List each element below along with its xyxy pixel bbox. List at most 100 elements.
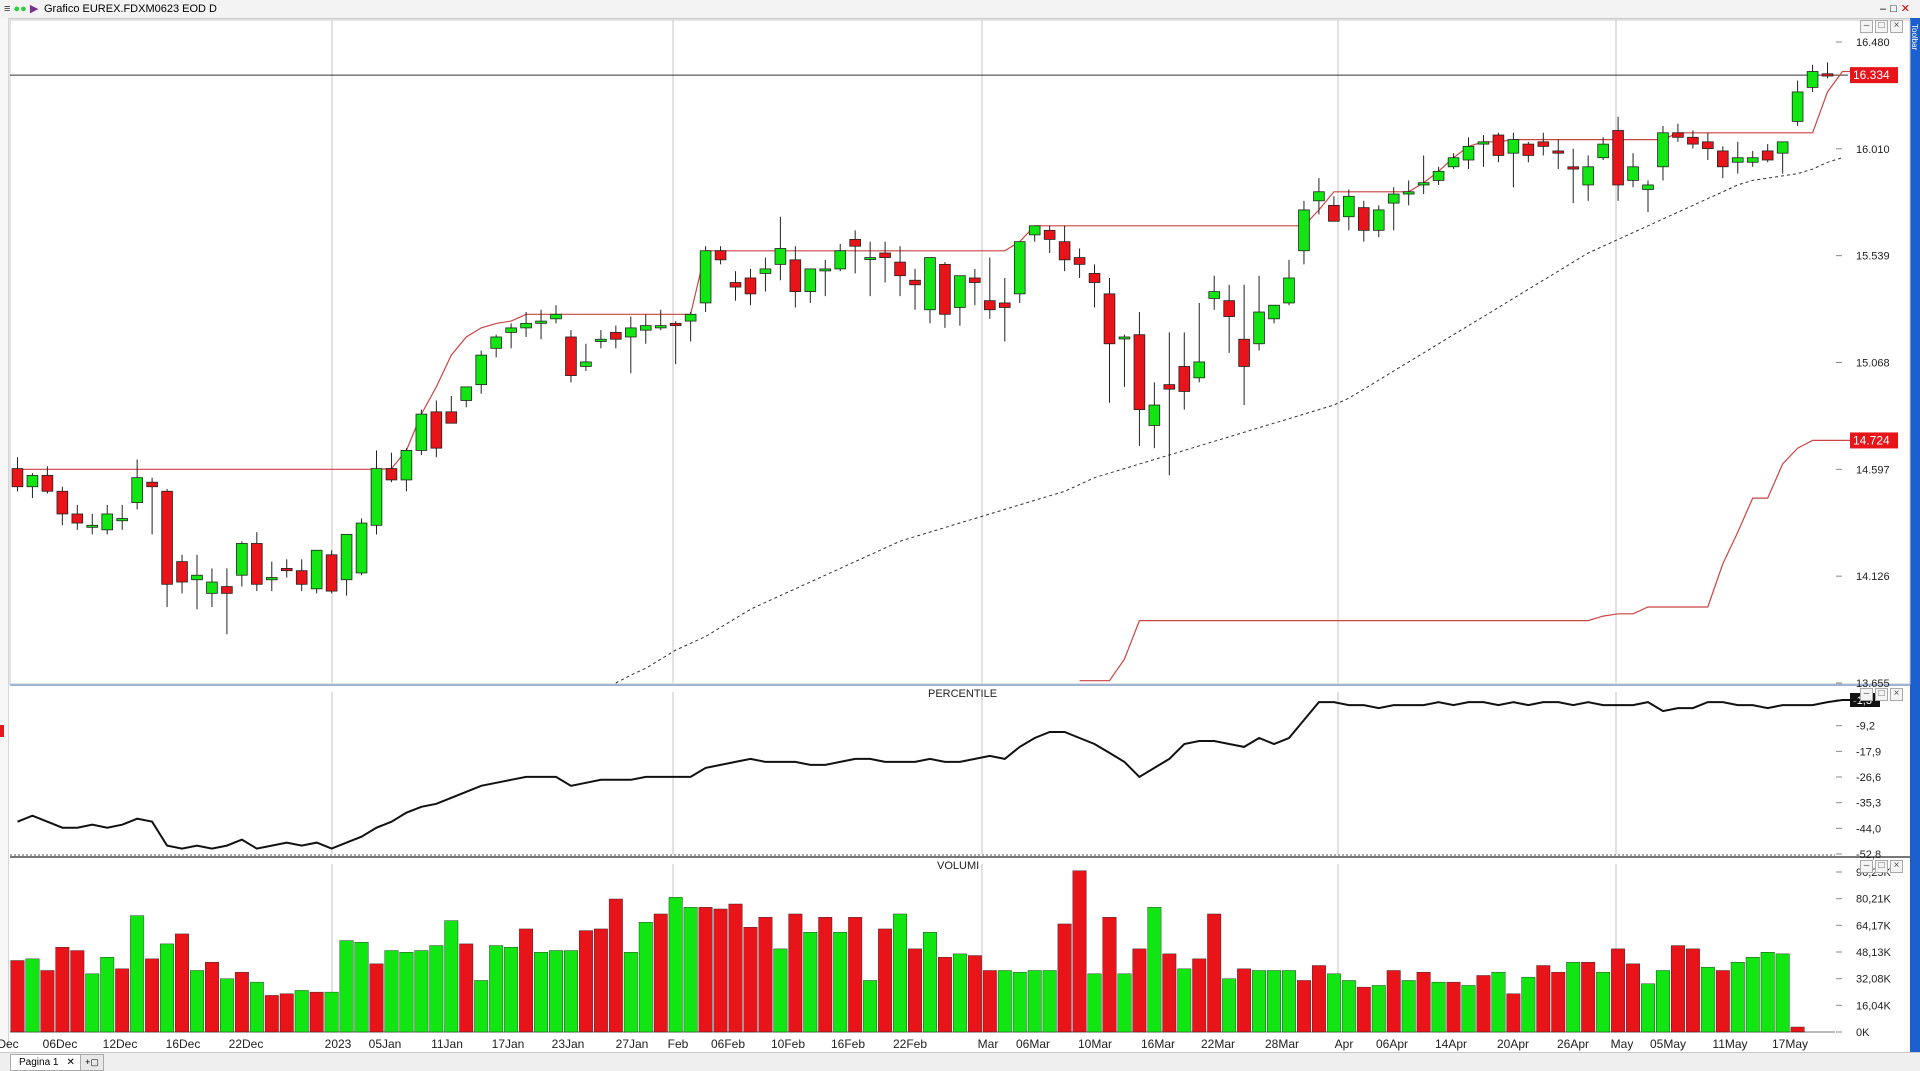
candle-body xyxy=(11,468,24,488)
candle-body xyxy=(1627,166,1639,181)
panel-maximize-icon[interactable]: □ xyxy=(1875,860,1888,873)
volume-bar xyxy=(1192,958,1207,1033)
panel-minimize-icon[interactable]: – xyxy=(1860,688,1873,701)
x-axis-tick-label: 06Dec xyxy=(43,1037,78,1051)
tab-pagina-1[interactable]: Pagina 1 ✕ xyxy=(10,1054,84,1071)
price-axis-tick-label: 13.655 xyxy=(1856,678,1890,690)
panel-minimize-icon[interactable]: – xyxy=(1860,860,1873,873)
candle-body xyxy=(1761,150,1774,161)
volume-bar xyxy=(758,917,773,1033)
volume-bar xyxy=(863,980,878,1033)
candle-body xyxy=(1118,336,1131,340)
candle-body xyxy=(1058,241,1071,261)
volume-bar xyxy=(369,963,384,1033)
volume-bar xyxy=(249,981,264,1033)
panel-maximize-icon[interactable]: □ xyxy=(1875,20,1888,33)
volume-bar xyxy=(100,956,115,1033)
volume-bar xyxy=(908,948,922,1033)
candle-body xyxy=(1163,384,1176,390)
volume-bar xyxy=(923,932,937,1033)
price-panel-frame xyxy=(9,19,1911,685)
candle-body xyxy=(1477,141,1490,145)
candle-body xyxy=(909,279,921,286)
candle-body xyxy=(1328,204,1340,222)
price-axis-tick-label: 16.480 xyxy=(1856,37,1890,49)
percentile-axis-tick-label: -26,6 xyxy=(1856,772,1881,784)
panel-close-icon[interactable]: × xyxy=(1890,20,1903,33)
candle-body xyxy=(41,474,54,492)
panel-maximize-icon[interactable]: □ xyxy=(1875,688,1888,701)
candle-body xyxy=(520,322,532,329)
x-axis-tick-label: Mar xyxy=(978,1037,999,1051)
candle-body xyxy=(714,250,727,261)
x-axis-tick-label: 11Jan xyxy=(431,1037,463,1051)
candle-body xyxy=(161,490,173,585)
volume-bar xyxy=(1341,980,1356,1033)
percentile-panel-controls[interactable]: – □ × xyxy=(1858,688,1903,701)
volume-bar xyxy=(818,917,833,1033)
volume-panel-controls[interactable]: – □ × xyxy=(1858,860,1903,873)
volume-bar xyxy=(489,945,504,1033)
volume-bar xyxy=(1670,945,1685,1033)
volume-bar xyxy=(1611,948,1626,1033)
volume-bar xyxy=(608,898,623,1033)
x-axis-tick-label: Dec xyxy=(0,1037,19,1051)
panel-minimize-icon[interactable]: – xyxy=(1860,20,1873,33)
volume-bar xyxy=(788,913,803,1033)
x-axis-tick-label: 06Mar xyxy=(1016,1037,1050,1051)
volume-bar xyxy=(743,927,758,1033)
volume-bar xyxy=(1297,980,1311,1033)
x-axis-tick-label: 17May xyxy=(1772,1037,1808,1051)
toolbar-sidebar[interactable]: Toolbar xyxy=(1910,18,1920,1070)
volume-bar xyxy=(115,968,130,1033)
volume-bar xyxy=(354,942,369,1033)
candle-body xyxy=(595,338,607,342)
volume-bar xyxy=(1745,956,1760,1033)
volume-bar xyxy=(938,956,952,1033)
candle-body xyxy=(1193,361,1206,379)
stop-line xyxy=(1079,439,1858,682)
x-axis-tick-label: May xyxy=(1611,1037,1634,1051)
candle-body xyxy=(1462,145,1475,161)
candle-body xyxy=(475,354,487,386)
volume-bar xyxy=(1356,986,1371,1033)
add-tab-button[interactable]: +▢ xyxy=(80,1054,104,1071)
volume-bar xyxy=(1177,968,1192,1033)
candle-body xyxy=(639,325,652,331)
left-edge-bar xyxy=(0,18,9,1048)
panel-close-icon[interactable]: × xyxy=(1890,688,1903,701)
candle-body xyxy=(1522,143,1535,156)
close-button[interactable]: ✕ xyxy=(1900,3,1914,15)
x-axis-tick-label: 2023 xyxy=(325,1037,352,1051)
candle-body xyxy=(1223,300,1235,317)
candle-body xyxy=(939,263,951,315)
price-axis-tick-label: 15.068 xyxy=(1856,358,1890,370)
left-red-marker xyxy=(0,725,4,737)
candle-body xyxy=(310,549,323,590)
volume-bar xyxy=(593,928,608,1033)
candle-body xyxy=(1776,141,1789,154)
candle-body xyxy=(759,268,772,274)
x-axis-tick-label: 23Jan xyxy=(552,1037,585,1051)
percentile-axis-tick-label: -17,9 xyxy=(1856,746,1881,758)
volume-bar xyxy=(893,913,907,1033)
candle-body xyxy=(505,327,517,333)
tab-close-icon[interactable]: ✕ xyxy=(66,1057,75,1068)
volume-axis-tick-label: 80,21K xyxy=(1856,894,1892,906)
window-menu-icon[interactable]: ≡ ●● ▶ xyxy=(4,3,39,15)
candle-body xyxy=(1492,134,1505,156)
candle-body xyxy=(1552,150,1565,154)
volume-bar xyxy=(773,948,788,1033)
window-controls[interactable]: –□✕ xyxy=(1880,0,1914,18)
candle-body xyxy=(1746,157,1759,163)
maximize-button[interactable]: □ xyxy=(1890,3,1901,15)
price-panel-controls[interactable]: – □ × xyxy=(1858,20,1903,33)
panel-close-icon[interactable]: × xyxy=(1890,860,1903,873)
volume-bar xyxy=(952,953,967,1033)
volume-bar xyxy=(1057,923,1072,1033)
volume-bar xyxy=(1117,973,1132,1033)
minimize-button[interactable]: – xyxy=(1880,3,1891,15)
volume-bar xyxy=(130,915,145,1033)
volume-bar xyxy=(1431,981,1446,1033)
